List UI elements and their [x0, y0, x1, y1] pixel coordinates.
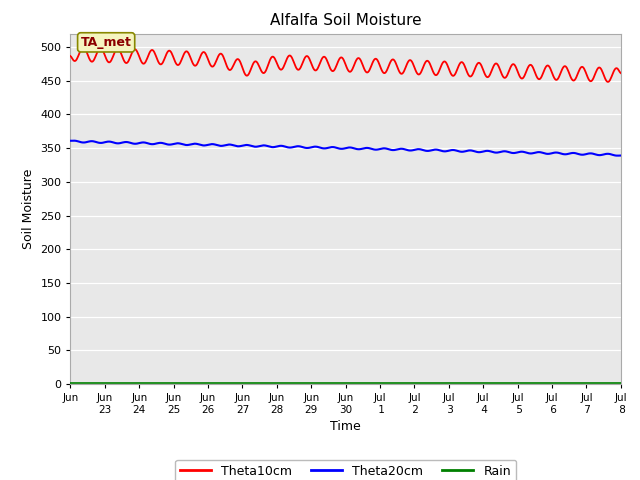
Y-axis label: Soil Moisture: Soil Moisture: [22, 168, 35, 249]
X-axis label: Time: Time: [330, 420, 361, 433]
Text: TA_met: TA_met: [81, 36, 132, 49]
Title: Alfalfa Soil Moisture: Alfalfa Soil Moisture: [270, 13, 421, 28]
Legend: Theta10cm, Theta20cm, Rain: Theta10cm, Theta20cm, Rain: [175, 460, 516, 480]
